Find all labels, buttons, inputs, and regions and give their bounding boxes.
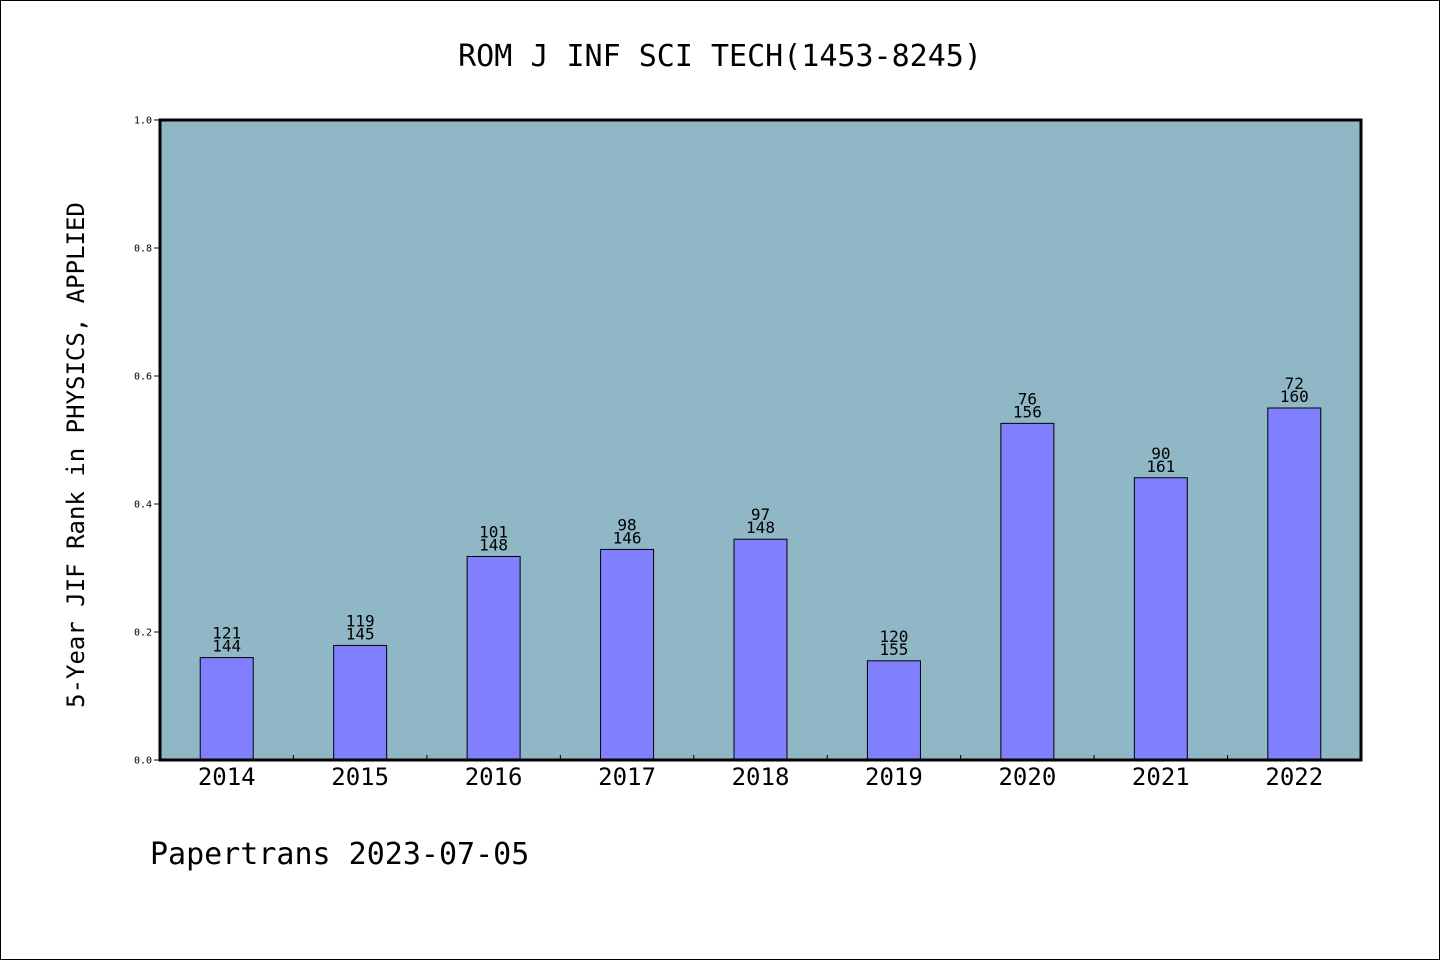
x-tick-label-2016: 2016 xyxy=(465,763,523,791)
bar-total-label-2019: 155 xyxy=(879,640,908,659)
bar-total-label-2021: 161 xyxy=(1146,457,1175,476)
bar-total-label-2015: 145 xyxy=(346,624,375,643)
bar-2015 xyxy=(333,644,388,761)
bar-2019 xyxy=(866,660,921,761)
bars-group xyxy=(199,407,1322,761)
x-tick-label-2018: 2018 xyxy=(732,763,790,791)
bar-rank-label-2014: 121 xyxy=(212,624,241,643)
bar-total-label-2014: 144 xyxy=(212,637,241,656)
x-tick-label-2021: 2021 xyxy=(1132,763,1190,791)
bar-rank-label-2022: 72 xyxy=(1285,374,1304,393)
y-tick-label-0: 0.0 xyxy=(134,756,152,767)
y-axis-label: 5-Year JIF Rank in PHYSICS, APPLIED xyxy=(62,202,90,708)
y-tick-label-5: 1.0 xyxy=(134,116,152,127)
x-tick-label-2015: 2015 xyxy=(331,763,389,791)
plot-border xyxy=(158,118,1363,762)
bar-rank-label-2016: 101 xyxy=(479,522,508,541)
bar-2022 xyxy=(1267,407,1322,761)
x-tick-label-2020: 2020 xyxy=(998,763,1056,791)
y-axis-ticks: 0.0 0.2 0.4 0.6 0.8 1.0 xyxy=(134,116,160,767)
x-tick-label-2014: 2014 xyxy=(198,763,256,791)
bar-labels-group: 1211441191451011489814697148120155761569… xyxy=(212,374,1308,659)
y-tick-label-2: 0.4 xyxy=(134,500,152,511)
x-tick-label-2019: 2019 xyxy=(865,763,923,791)
bar-2017 xyxy=(600,548,655,761)
bar-2018 xyxy=(733,538,788,761)
bar-rank-label-2015: 119 xyxy=(346,611,375,630)
bar-2021 xyxy=(1133,477,1188,761)
bar-rank-label-2021: 90 xyxy=(1151,444,1170,463)
bar-rank-label-2019: 120 xyxy=(879,627,908,646)
bar-total-label-2016: 148 xyxy=(479,535,508,554)
bar-rank-label-2020: 76 xyxy=(1018,389,1037,408)
footer-text: Papertrans 2023-07-05 xyxy=(150,837,529,872)
bar-rank-label-2018: 97 xyxy=(751,505,770,524)
y-tick-label-3: 0.6 xyxy=(134,372,152,383)
bar-rank-label-2017: 98 xyxy=(617,515,636,534)
bar-total-label-2022: 160 xyxy=(1280,387,1309,406)
bar-2016 xyxy=(466,555,521,761)
bar-2014 xyxy=(199,657,254,761)
bar-total-label-2017: 146 xyxy=(613,528,642,547)
bar-total-label-2020: 156 xyxy=(1013,402,1042,421)
bar-total-label-2018: 148 xyxy=(746,518,775,537)
y-tick-label-1: 0.2 xyxy=(134,628,152,639)
x-tick-label-2017: 2017 xyxy=(598,763,656,791)
x-axis-ticks: 2014 2015 2016 2017 2018 2019 2020 2021 2022 xyxy=(198,755,1323,791)
x-tick-label-2022: 2022 xyxy=(1265,763,1323,791)
chart-title: ROM J INF SCI TECH(1453-8245) xyxy=(458,39,982,74)
y-tick-label-4: 0.8 xyxy=(134,244,152,255)
bar-2020 xyxy=(1000,422,1055,761)
